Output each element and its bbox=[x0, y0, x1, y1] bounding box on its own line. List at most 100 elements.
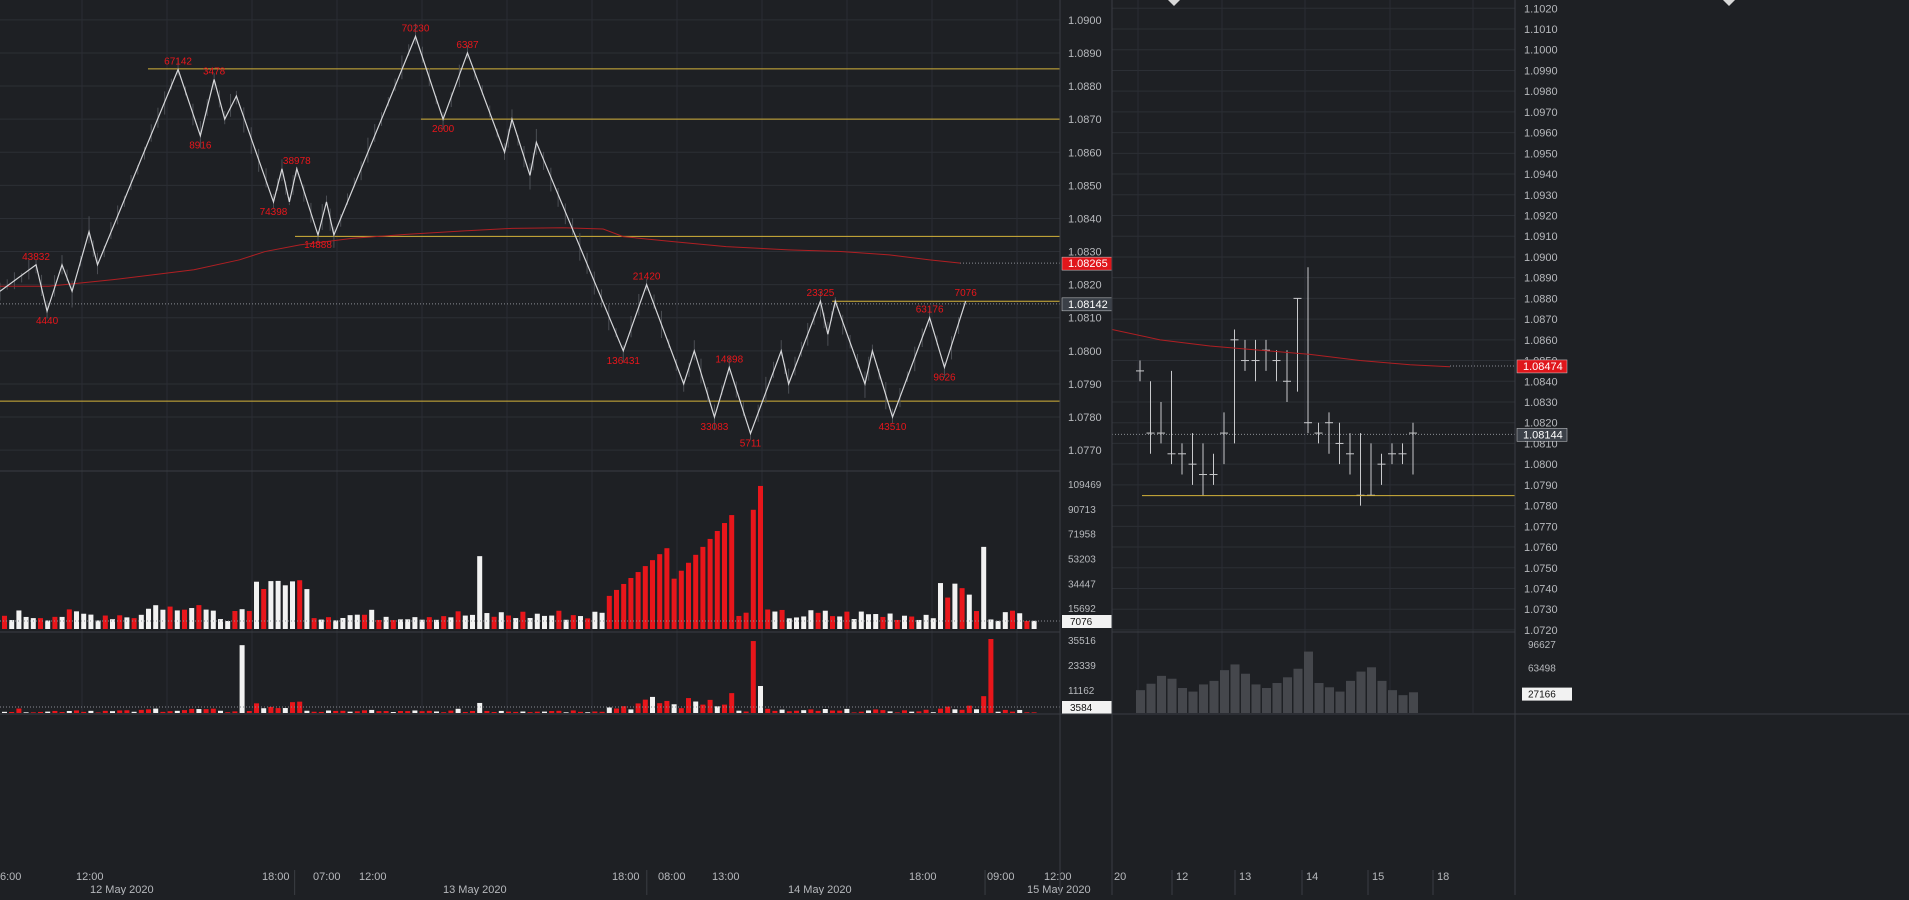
volume-bar bbox=[506, 615, 511, 629]
delta-bar bbox=[290, 702, 295, 713]
delta-bar bbox=[549, 711, 555, 713]
delta-bar bbox=[758, 686, 763, 713]
delta-bar bbox=[412, 710, 418, 713]
price-tick-label: 1.0940 bbox=[1524, 169, 1558, 181]
volume-bar bbox=[635, 572, 641, 629]
left-time-axis[interactable]: 6:00 12:00 18:00 07:00 12:00 18:00 08:00 13:00 1… bbox=[0, 870, 1091, 896]
volume-bar bbox=[297, 580, 303, 629]
zigzag-volume-label: 70230 bbox=[402, 23, 430, 34]
volume-bar bbox=[362, 614, 367, 629]
delta-bar bbox=[1002, 709, 1008, 713]
delta-tick-label: 11162 bbox=[1068, 686, 1095, 697]
volume-bar bbox=[1220, 670, 1229, 713]
price-tag: 1.08265 bbox=[1068, 258, 1108, 270]
delta-bar bbox=[225, 712, 231, 713]
delta-bar bbox=[801, 710, 807, 713]
left-price-axis[interactable]: 1.0900 1.0890 1.0880 1.0870 1.0860 1.0850 1.08… bbox=[1061, 15, 1113, 457]
delta-bar bbox=[880, 710, 886, 713]
volume-bar bbox=[419, 619, 425, 629]
delta-bar bbox=[203, 709, 209, 713]
delta-bar bbox=[110, 711, 115, 713]
right-price-axis[interactable]: 1.1020 1.1010 1.1000 1.0990 1.0980 1.0970 1.09… bbox=[1516, 3, 1568, 637]
delta-bar bbox=[232, 711, 238, 713]
delta-bar bbox=[160, 711, 166, 713]
zigzag-volume-label: 33083 bbox=[701, 422, 729, 433]
price-tick-label: 1.0780 bbox=[1068, 412, 1102, 424]
volume-bar bbox=[45, 620, 51, 629]
volume-bar bbox=[1024, 620, 1030, 629]
volume-bar bbox=[513, 618, 519, 629]
delta-bar bbox=[354, 711, 360, 713]
time-label: 08:00 bbox=[658, 871, 686, 883]
right-scroll-marker-icon[interactable] bbox=[1723, 0, 1735, 6]
volume-bar bbox=[650, 560, 655, 629]
delta-bar bbox=[513, 711, 519, 713]
volume-bar bbox=[686, 562, 691, 629]
volume-bar bbox=[693, 554, 699, 629]
volume-bar bbox=[390, 620, 396, 629]
left-delta-panel: 35516 23339 11162 3584 bbox=[0, 636, 1112, 714]
volume-bar bbox=[174, 610, 180, 629]
volume-bar bbox=[657, 554, 663, 629]
volume-bar bbox=[808, 610, 814, 629]
left-horizontal-levels[interactable] bbox=[0, 68, 1060, 402]
volume-bar bbox=[1304, 651, 1313, 713]
delta-bar bbox=[635, 703, 641, 713]
price-tick-label: 1.0910 bbox=[1524, 231, 1558, 243]
volume-bar bbox=[455, 611, 461, 629]
volume-bar bbox=[1241, 673, 1250, 713]
right-time-axis[interactable]: 20 12 13 14 15 18 bbox=[1114, 870, 1449, 895]
date-label: 20 bbox=[1114, 871, 1126, 883]
delta-bar bbox=[174, 710, 180, 713]
delta-bar bbox=[268, 706, 274, 713]
left-volume-panel: 109469 90713 71958 53203 34447 15692 7076 bbox=[0, 480, 1112, 629]
volume-bar bbox=[880, 616, 886, 629]
delta-bar bbox=[434, 711, 439, 713]
volume-bar bbox=[282, 585, 288, 629]
moving-average-line bbox=[0, 227, 961, 287]
volume-bar bbox=[628, 578, 634, 629]
time-label: 09:00 bbox=[987, 871, 1015, 883]
delta-bar bbox=[621, 706, 627, 713]
volume-bar bbox=[786, 618, 792, 629]
date-label: 13 May 2020 bbox=[443, 884, 507, 895]
delta-bar bbox=[866, 710, 871, 713]
volume-bar bbox=[318, 619, 324, 629]
delta-bar bbox=[66, 710, 72, 713]
volume-bar bbox=[642, 566, 648, 629]
volume-bar bbox=[995, 620, 1001, 629]
delta-bar bbox=[686, 698, 691, 713]
time-label: 07:00 bbox=[313, 871, 341, 883]
delta-bar bbox=[707, 699, 713, 713]
left-scroll-marker-icon[interactable] bbox=[1168, 0, 1180, 6]
volume-bar bbox=[1367, 667, 1376, 713]
delta-bar bbox=[995, 711, 1001, 713]
volume-tag: 27166 bbox=[1528, 690, 1556, 701]
delta-bar bbox=[887, 711, 893, 713]
zigzag-volume-label: 14898 bbox=[715, 354, 743, 365]
zigzag-volume-label: 74398 bbox=[260, 207, 288, 218]
delta-bar bbox=[362, 710, 367, 713]
volume-bar bbox=[1356, 671, 1366, 713]
volume-bar bbox=[74, 611, 79, 629]
date-label: 15 May 2020 bbox=[1027, 884, 1091, 895]
volume-bar bbox=[851, 619, 857, 629]
delta-bar bbox=[714, 706, 720, 713]
price-tick-label: 1.0740 bbox=[1524, 583, 1558, 595]
delta-bar bbox=[808, 709, 814, 713]
price-tick-label: 1.0900 bbox=[1524, 252, 1558, 264]
volume-bar bbox=[1146, 683, 1156, 713]
delta-bar bbox=[736, 710, 742, 713]
volume-tick-label: 15692 bbox=[1068, 604, 1096, 615]
zigzag-volume-label: 67142 bbox=[164, 57, 192, 68]
volume-bar bbox=[38, 618, 43, 629]
price-tag-box bbox=[1516, 428, 1568, 442]
delta-bar bbox=[628, 709, 634, 713]
time-label: 6:00 bbox=[0, 871, 21, 883]
delta-bar bbox=[484, 710, 490, 713]
delta-bar bbox=[657, 703, 663, 713]
delta-bar bbox=[837, 710, 843, 713]
delta-bar bbox=[599, 711, 605, 713]
volume-bar bbox=[801, 616, 807, 629]
delta-bar bbox=[304, 710, 310, 713]
